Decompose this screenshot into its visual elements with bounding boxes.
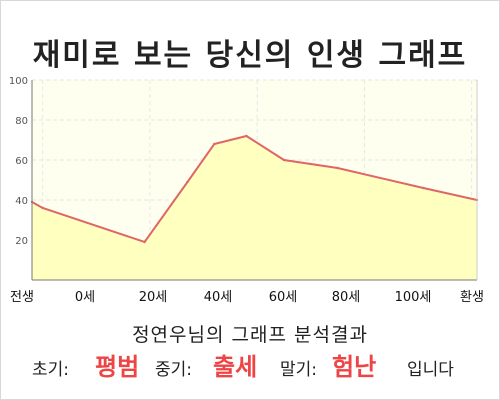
series-line <box>31 134 478 244</box>
x-tick-label: 0세 <box>75 290 95 305</box>
late-value: 험난 <box>332 353 377 381</box>
x-tick-label: 전생 <box>10 290 34 305</box>
middle-label: 중기: <box>155 360 193 380</box>
data-point <box>422 186 425 190</box>
result-suffix: 입니다 <box>407 360 454 380</box>
data-point <box>213 142 216 146</box>
x-tick-label: 40세 <box>204 290 233 305</box>
x-tick-label: 60세 <box>269 290 298 305</box>
x-tick-label: 환생 <box>460 290 484 305</box>
y-tick-label: 20 <box>15 236 28 247</box>
y-tick-label: 80 <box>15 116 28 127</box>
early-value: 평범 <box>95 353 140 381</box>
result-title: 정연우님의 그래프 분석결과 <box>132 324 368 346</box>
chart-title: 재미로 보는 당신의 인생 그래프 <box>32 38 468 73</box>
y-tick-label: 100 <box>9 76 28 87</box>
x-tick-label: 100세 <box>395 290 432 305</box>
data-point <box>245 134 248 138</box>
data-point <box>41 206 44 210</box>
late-label: 말기: <box>280 360 318 380</box>
data-point <box>282 158 286 162</box>
data-point <box>186 180 189 184</box>
y-tick-label: 60 <box>15 156 28 167</box>
y-tick-label: 40 <box>15 196 28 207</box>
middle-value: 출세 <box>213 353 258 381</box>
early-label: 초기: <box>32 360 70 380</box>
area-fill <box>32 136 477 280</box>
data-point <box>336 166 339 170</box>
result-summary: 초기: 평범 중기: 출세 말기: 험난 입니다 <box>0 345 500 385</box>
x-tick-label: 80세 <box>332 290 361 305</box>
data-point <box>143 240 146 244</box>
x-tick-label: 20세 <box>139 290 168 305</box>
